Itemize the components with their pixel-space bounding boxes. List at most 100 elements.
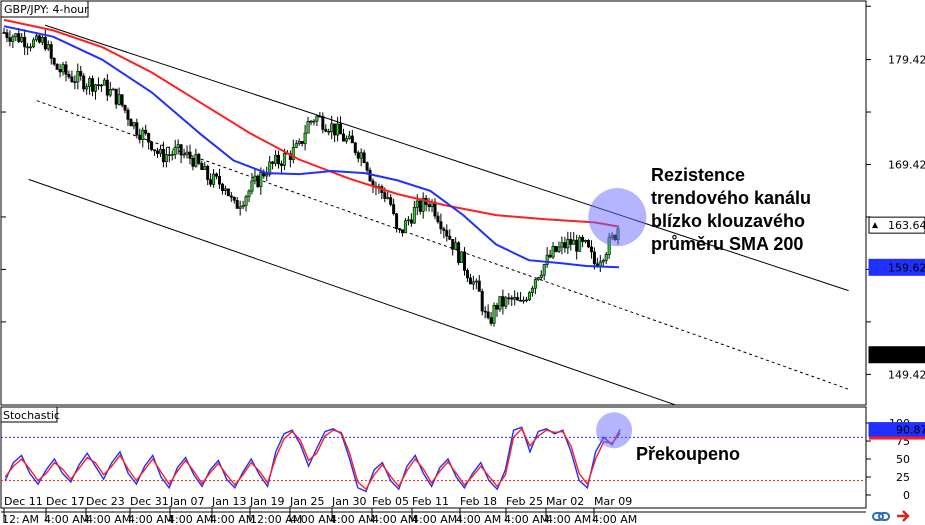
candle-body bbox=[486, 311, 490, 318]
x-tick-label: Dec 31 bbox=[130, 495, 169, 508]
candle-body bbox=[229, 195, 233, 198]
candle-body bbox=[114, 88, 118, 105]
candle-body bbox=[76, 71, 80, 83]
candle-body bbox=[601, 260, 605, 263]
candle-body bbox=[527, 292, 531, 301]
candle-body bbox=[569, 239, 573, 245]
candle-body bbox=[454, 242, 458, 250]
candle-body bbox=[513, 297, 517, 300]
x-sub-label: 4:00 AM bbox=[456, 513, 501, 525]
x-tick-label: Feb 11 bbox=[412, 495, 449, 508]
candle-body bbox=[161, 149, 165, 163]
candle-body bbox=[8, 37, 12, 42]
x-sub-label: 12: bbox=[2, 513, 20, 525]
candle-body bbox=[584, 240, 588, 242]
candle-body bbox=[409, 219, 413, 224]
x-sub-label: 4:00 AM bbox=[372, 513, 417, 525]
candle-body bbox=[220, 183, 224, 191]
candle-body bbox=[398, 228, 402, 230]
link-icon[interactable] bbox=[872, 512, 890, 521]
price-badge-label: 163.64 bbox=[888, 219, 925, 232]
candle-body bbox=[339, 123, 343, 135]
stochastic-plot-frame bbox=[0, 406, 867, 509]
candle-body bbox=[368, 169, 372, 182]
candle-body bbox=[150, 141, 154, 150]
candle-body bbox=[135, 122, 139, 136]
candle-body bbox=[415, 200, 419, 208]
x-tick-label: Dec 17 bbox=[46, 495, 85, 508]
candle-body bbox=[336, 123, 340, 136]
candle-body bbox=[11, 36, 15, 42]
candle-body bbox=[421, 197, 425, 212]
candle-body bbox=[120, 94, 124, 106]
channel-line bbox=[44, 24, 849, 292]
candle-body bbox=[315, 115, 319, 122]
price-title: GBP/JPY: 4-hour bbox=[4, 3, 89, 16]
candle-body bbox=[333, 123, 337, 136]
candle-body bbox=[274, 154, 278, 164]
candle-body bbox=[442, 228, 446, 231]
moving-average-line bbox=[3, 25, 620, 269]
price-y-tick-label: 169.42 bbox=[888, 158, 925, 171]
candle-body bbox=[32, 39, 36, 48]
candle-body bbox=[557, 246, 561, 252]
candle-body bbox=[522, 299, 526, 302]
candle-body bbox=[88, 78, 92, 88]
candle-body bbox=[291, 147, 295, 160]
candle-body bbox=[563, 242, 567, 249]
candle-body bbox=[55, 63, 59, 70]
candle-body bbox=[586, 240, 590, 248]
candle-body bbox=[463, 251, 467, 271]
price-badge-label: 151.29 bbox=[888, 349, 925, 362]
candle-body bbox=[191, 158, 195, 167]
candle-body bbox=[215, 173, 219, 177]
candle-body bbox=[468, 277, 472, 285]
candle-body bbox=[401, 229, 405, 234]
candle-body bbox=[37, 35, 41, 43]
candle-body bbox=[34, 35, 38, 41]
resistance-annotation: Rezistence trendového kanálu blízko klou… bbox=[651, 165, 816, 254]
x-sub-label: 4:00 AM bbox=[210, 513, 255, 525]
candle-body bbox=[533, 279, 537, 289]
x-tick-label: Jan 19 bbox=[249, 495, 284, 508]
highlight-circle bbox=[588, 188, 647, 247]
candle-body bbox=[542, 264, 546, 276]
candle-body bbox=[271, 161, 275, 164]
candle-body bbox=[126, 109, 130, 120]
candle-body bbox=[203, 165, 207, 170]
candle-body bbox=[436, 215, 440, 223]
candle-body bbox=[536, 277, 540, 280]
candle-body bbox=[61, 64, 65, 73]
candle-body bbox=[70, 76, 74, 83]
candle-body bbox=[489, 317, 493, 324]
candle-body bbox=[365, 162, 369, 171]
candle-body bbox=[212, 173, 216, 185]
candle-body bbox=[492, 305, 496, 324]
x-tick-label: Feb 05 bbox=[372, 495, 409, 508]
candle-body bbox=[551, 246, 555, 258]
x-tick-label: Mar 02 bbox=[546, 495, 584, 508]
arrow-icon[interactable] bbox=[897, 510, 910, 522]
x-sub-label: 4:00 AM bbox=[546, 513, 591, 525]
candle-body bbox=[226, 188, 230, 197]
candle-body bbox=[297, 141, 301, 144]
candle-body bbox=[525, 299, 529, 302]
stochastic-panel: 100755025090.87 bbox=[0, 406, 925, 509]
candle-body bbox=[259, 171, 263, 188]
candle-body bbox=[312, 120, 316, 123]
candle-body bbox=[64, 64, 68, 75]
stochastic-y-tick-label: 0 bbox=[903, 489, 910, 502]
candle-body bbox=[474, 280, 478, 283]
candle-body bbox=[206, 165, 210, 180]
x-sub-label: 4:00 AM bbox=[504, 513, 549, 525]
stochastic-y-tick-label: 50 bbox=[896, 453, 910, 466]
stochastic-title-box bbox=[0, 406, 58, 423]
candle-body bbox=[111, 88, 115, 91]
candle-body bbox=[185, 151, 189, 155]
x-tick-label: Jan 13 bbox=[211, 495, 246, 508]
candle-body bbox=[451, 238, 455, 250]
x-sub-label: 4:00 AM bbox=[44, 513, 89, 525]
candle-body bbox=[383, 192, 387, 199]
candle-body bbox=[507, 297, 511, 300]
